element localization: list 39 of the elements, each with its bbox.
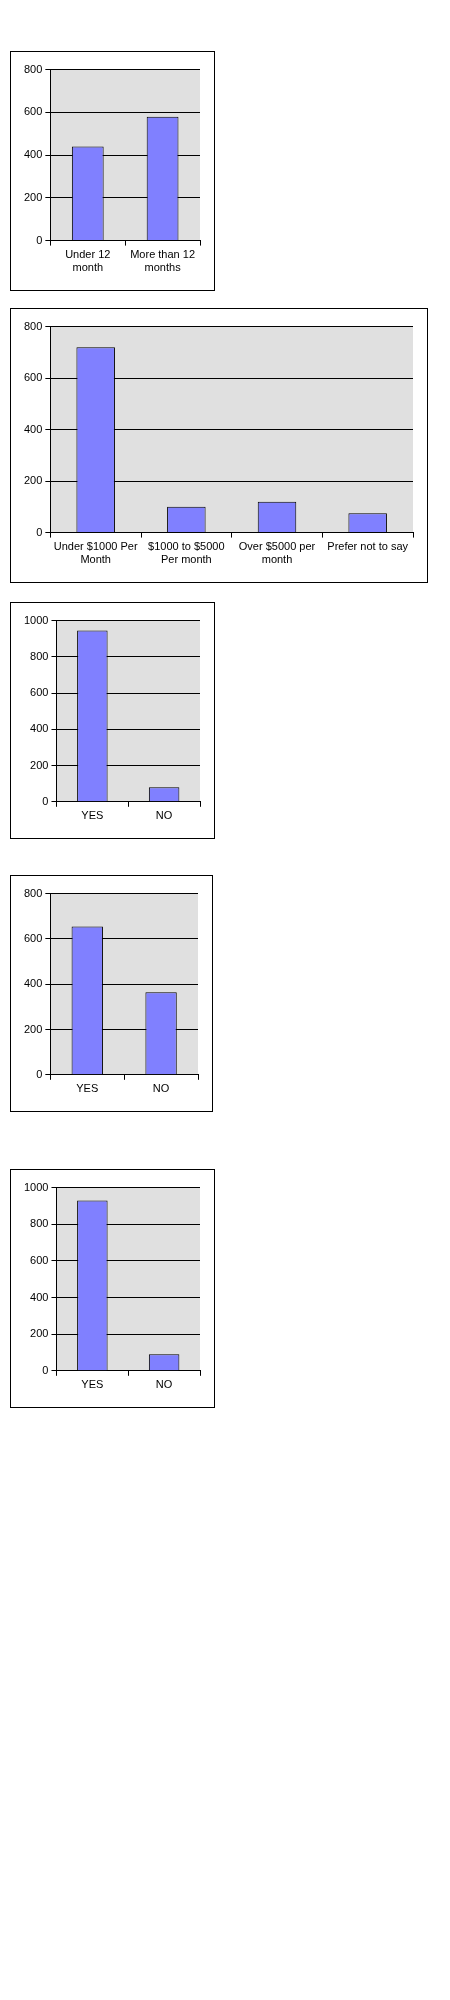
x-tick-label: NO (155, 1378, 173, 1391)
y-tick-label: 0 (36, 233, 43, 246)
y-tick-label: 800 (23, 319, 43, 332)
y-tick-label: 600 (30, 1253, 49, 1266)
x-tick-label: YES (81, 809, 104, 822)
x-tick-label: Prefer not to say (327, 540, 409, 553)
y-tick-label: 200 (23, 190, 43, 203)
x-tick-label: YES (76, 1082, 99, 1095)
y-tick-label: 600 (23, 371, 43, 384)
y-tick-label: 600 (23, 105, 43, 118)
x-tick-label: Under $1000 Per Month (53, 540, 138, 566)
x-tick-label: $1000 to $5000 Per month (148, 540, 225, 566)
x-tick-label: More than 12 months (130, 248, 195, 274)
y-tick-label: 200 (23, 474, 43, 487)
y-tick-label: 200 (23, 1022, 43, 1035)
y-tick-label: 600 (30, 686, 49, 699)
x-tick-label: Over $5000 per month (238, 540, 316, 566)
y-tick-label: 0 (36, 1067, 43, 1080)
y-tick-label: 600 (23, 931, 43, 944)
y-tick-label: 0 (42, 794, 49, 807)
y-tick-label: 800 (23, 886, 43, 899)
y-tick-label: 1000 (23, 1180, 49, 1193)
y-tick-label: 200 (30, 758, 49, 771)
y-tick-label: 0 (36, 525, 43, 538)
y-tick-label: 400 (23, 148, 43, 161)
y-tick-label: 1000 (23, 613, 49, 626)
x-tick-label: Under 12 month (65, 248, 111, 274)
y-tick-label: 400 (30, 1290, 49, 1303)
y-tick-label: 800 (23, 62, 43, 75)
y-tick-label: 800 (30, 649, 49, 662)
x-tick-label: NO (152, 1082, 170, 1095)
y-tick-label: 0 (42, 1363, 49, 1376)
y-tick-label: 800 (30, 1217, 49, 1230)
x-tick-label: YES (81, 1378, 104, 1391)
y-tick-label: 200 (30, 1327, 49, 1340)
y-tick-label: 400 (30, 722, 49, 735)
y-tick-label: 400 (23, 977, 43, 990)
y-tick-label: 400 (23, 422, 43, 435)
x-tick-label: NO (155, 809, 173, 822)
